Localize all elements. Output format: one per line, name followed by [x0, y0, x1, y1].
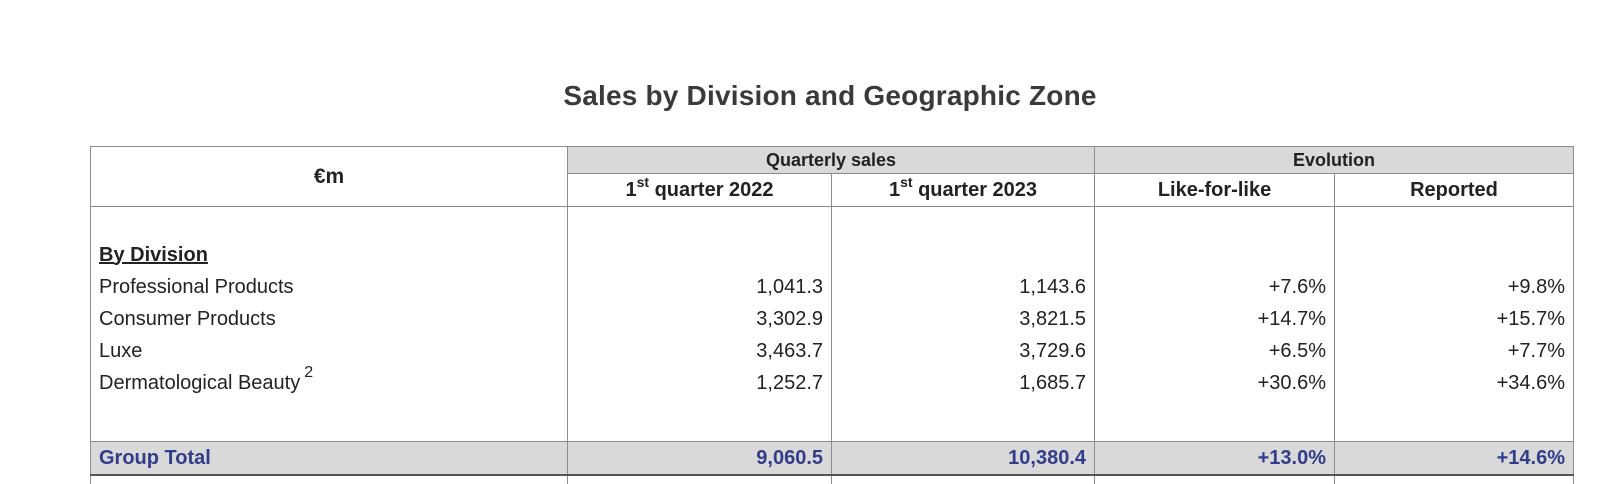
table-row: Luxe 3,463.7 3,729.6 +6.5% +7.7%	[90, 335, 1575, 367]
cell-q1-2022: 1,252.7	[567, 367, 832, 399]
cell-q1-2022: 3,302.9	[567, 303, 832, 335]
cell-q1-2023: 3,729.6	[830, 335, 1095, 367]
header-column-row: 1st quarter 2022 1st quarter 2023 Like-f…	[91, 173, 1575, 207]
row-label: Professional Products	[90, 271, 568, 303]
cell-like-for-like: +14.7%	[1094, 303, 1335, 335]
page-title: Sales by Division and Geographic Zone	[563, 80, 1097, 111]
row-label: Dermatological Beauty 2	[90, 363, 568, 399]
total-reported: +14.6%	[1334, 441, 1575, 476]
section-label: By Division	[99, 243, 208, 266]
cell-reported: +34.6%	[1334, 367, 1575, 399]
cell-like-for-like: +6.5%	[1094, 335, 1335, 367]
unit-header: €m	[90, 146, 568, 207]
row-label: Luxe	[90, 335, 568, 367]
column-header-q1-2023: 1st quarter 2023	[830, 173, 1096, 207]
total-q1-2023: 10,380.4	[830, 441, 1095, 476]
column-header-like-for-like: Like-for-like	[1094, 173, 1336, 207]
total-label: Group Total	[90, 441, 568, 476]
cell-q1-2022: 1,041.3	[567, 271, 832, 303]
cell-like-for-like: +30.6%	[1094, 367, 1335, 399]
header-group-row: €m Quarterly sales Evolution	[90, 146, 1575, 207]
cell-q1-2023: 1,143.6	[830, 271, 1095, 303]
cell-reported: +15.7%	[1334, 303, 1575, 335]
cell-q1-2023: 3,821.5	[830, 303, 1095, 335]
cell-reported: +7.7%	[1334, 335, 1575, 367]
table-row: Consumer Products 3,302.9 3,821.5 +14.7%…	[90, 303, 1575, 335]
spacer-row	[90, 399, 1575, 442]
footnote-marker: 2	[304, 363, 314, 381]
quarterly-sales-header: Quarterly sales	[566, 146, 1096, 174]
cell-q1-2023: 1,685.7	[830, 367, 1095, 399]
column-header-reported: Reported	[1334, 173, 1575, 207]
cell-like-for-like: +7.6%	[1094, 271, 1335, 303]
spacer-row	[90, 206, 1575, 239]
row-label: Consumer Products	[90, 303, 568, 335]
table-row: Dermatological Beauty 2 1,252.7 1,685.7 +…	[90, 363, 1575, 399]
section-row: By Division	[90, 239, 1575, 271]
total-row: Group Total 9,060.5 10,380.4 +13.0% +14.…	[90, 441, 1575, 476]
cell-q1-2022: 3,463.7	[567, 335, 832, 367]
spacer-row	[90, 475, 1575, 484]
total-q1-2022: 9,060.5	[567, 441, 832, 476]
evolution-header: Evolution	[1094, 146, 1575, 174]
sales-table: €m Quarterly sales Evolution 1st quarter…	[90, 146, 1575, 484]
total-like-for-like: +13.0%	[1094, 441, 1335, 476]
cell-reported: +9.8%	[1334, 271, 1575, 303]
column-header-q1-2022: 1st quarter 2022	[567, 173, 832, 207]
table-row: Professional Products 1,041.3 1,143.6 +7…	[90, 271, 1575, 303]
